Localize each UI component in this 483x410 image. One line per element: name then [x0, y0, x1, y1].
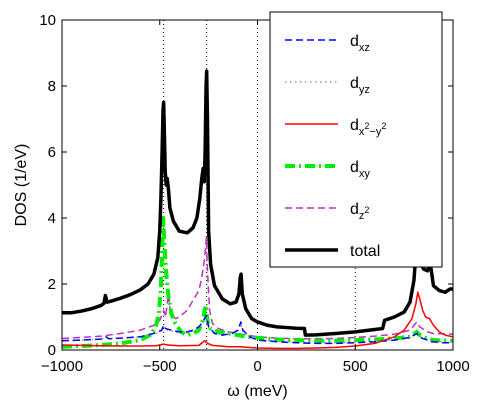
x-tick-label: 0 [253, 358, 261, 375]
x-axis: −1000 −500 0 500 1000 [41, 20, 470, 375]
y-axis-title: DOS (1/eV) [13, 144, 30, 227]
series-line-d-x2-y2 [61, 291, 454, 350]
series-line-total [62, 69, 453, 337]
series-line-d-z2 [61, 237, 454, 340]
series-line-d-xy [61, 216, 454, 349]
legend-label: dxy [350, 159, 370, 180]
series-group [61, 69, 454, 350]
y-axis: 0 2 4 6 8 10 [39, 12, 453, 359]
y-tick-label: 6 [48, 144, 56, 161]
y-tick-label: 4 [48, 210, 56, 227]
x-tick-label: 500 [343, 358, 368, 375]
legend-label: dyz [350, 75, 370, 96]
legend-label: total [350, 243, 380, 260]
y-tick-label: 8 [48, 78, 56, 95]
legend-box [269, 11, 443, 268]
x-tick-label: 1000 [436, 358, 469, 375]
x-tick-label: −1000 [41, 358, 83, 375]
series-line-d-yz [61, 316, 453, 344]
legend-label: dxz [350, 33, 370, 54]
x-axis-title: ω (meV) [227, 383, 288, 400]
y-tick-label: 10 [39, 12, 56, 29]
y-tick-label: 0 [48, 342, 56, 359]
legend: dxz dyz dx2−y2 dxy dz2 total [269, 11, 443, 268]
series-line-d-xz [61, 314, 453, 345]
legend-label: dx2−y2 [350, 117, 386, 138]
y-tick-label: 2 [48, 276, 56, 293]
x-tick-label: −500 [143, 358, 177, 375]
legend-label: dz2 [350, 201, 369, 222]
